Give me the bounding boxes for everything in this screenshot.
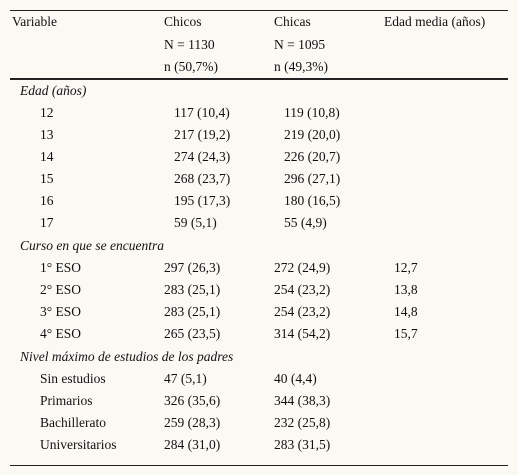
cell: 259 (28,3) [164, 415, 221, 430]
row-label: Primarios [40, 393, 93, 408]
cell: 119 (10,8) [284, 105, 340, 120]
section-title: Curso en que se encuentra [20, 238, 164, 253]
cell: 117 (10,4) [174, 105, 230, 120]
cell: 47 (5,1) [164, 371, 207, 386]
row-label: 3° ESO [40, 304, 82, 319]
row-label: 4° ESO [40, 326, 82, 341]
cell: 283 (25,1) [164, 304, 221, 319]
sample-percent: n (49,3%) [274, 59, 328, 74]
cell: 344 (38,3) [274, 393, 331, 408]
column-header: Edad media (años) [384, 14, 486, 29]
cell: 297 (26,3) [164, 260, 221, 275]
header-rule [10, 78, 508, 80]
cell: 195 (17,3) [174, 193, 231, 208]
row-label: Bachillerato [40, 415, 106, 430]
cell: 274 (24,3) [174, 149, 231, 164]
cell: 217 (19,2) [174, 127, 231, 142]
cell: 55 (4,9) [284, 215, 327, 230]
cell: 283 (25,1) [164, 282, 221, 297]
cell: 314 (54,2) [274, 326, 331, 341]
cell: 40 (4,4) [274, 371, 317, 386]
section-title: Nivel máximo de estudios de los padres [20, 349, 234, 364]
cell: 254 (23,2) [274, 304, 331, 319]
cell: 283 (31,5) [274, 437, 331, 452]
cell: 284 (31,0) [164, 437, 221, 452]
cell: 219 (20,0) [284, 127, 341, 142]
bottom-rule [10, 465, 508, 466]
row-label: 16 [40, 193, 54, 208]
cell: 272 (24,9) [274, 260, 331, 275]
cell: 15,7 [394, 326, 418, 341]
cell: 14,8 [394, 304, 418, 319]
cell: 226 (20,7) [284, 149, 341, 164]
cell: 254 (23,2) [274, 282, 331, 297]
cell: 59 (5,1) [174, 215, 217, 230]
row-label: 15 [40, 171, 54, 186]
row-label: 17 [40, 215, 54, 230]
row-label: 1° ESO [40, 260, 82, 275]
section-title: Edad (años) [20, 83, 87, 98]
cell: 13,8 [394, 282, 418, 297]
sample-size: N = 1130 [164, 37, 215, 52]
cell: 180 (16,5) [284, 193, 341, 208]
column-header: Chicos [164, 14, 202, 29]
row-label: 12 [40, 105, 54, 120]
row-label: Universitarios [40, 437, 117, 452]
column-header: Chicas [274, 14, 311, 29]
cell: 232 (25,8) [274, 415, 331, 430]
sample-size: N = 1095 [274, 37, 326, 52]
cell: 326 (35,6) [164, 393, 221, 408]
cell: 296 (27,1) [284, 171, 341, 186]
cell: 268 (23,7) [174, 171, 231, 186]
row-label: 2° ESO [40, 282, 82, 297]
row-label: 14 [40, 149, 54, 164]
row-label: Sin estudios [40, 371, 106, 386]
row-label: 13 [40, 127, 54, 142]
top-rule [10, 10, 508, 11]
sample-percent: n (50,7%) [164, 59, 218, 74]
cell: 265 (23,5) [164, 326, 221, 341]
cell: 12,7 [394, 260, 418, 275]
column-header: Variable [12, 14, 57, 29]
